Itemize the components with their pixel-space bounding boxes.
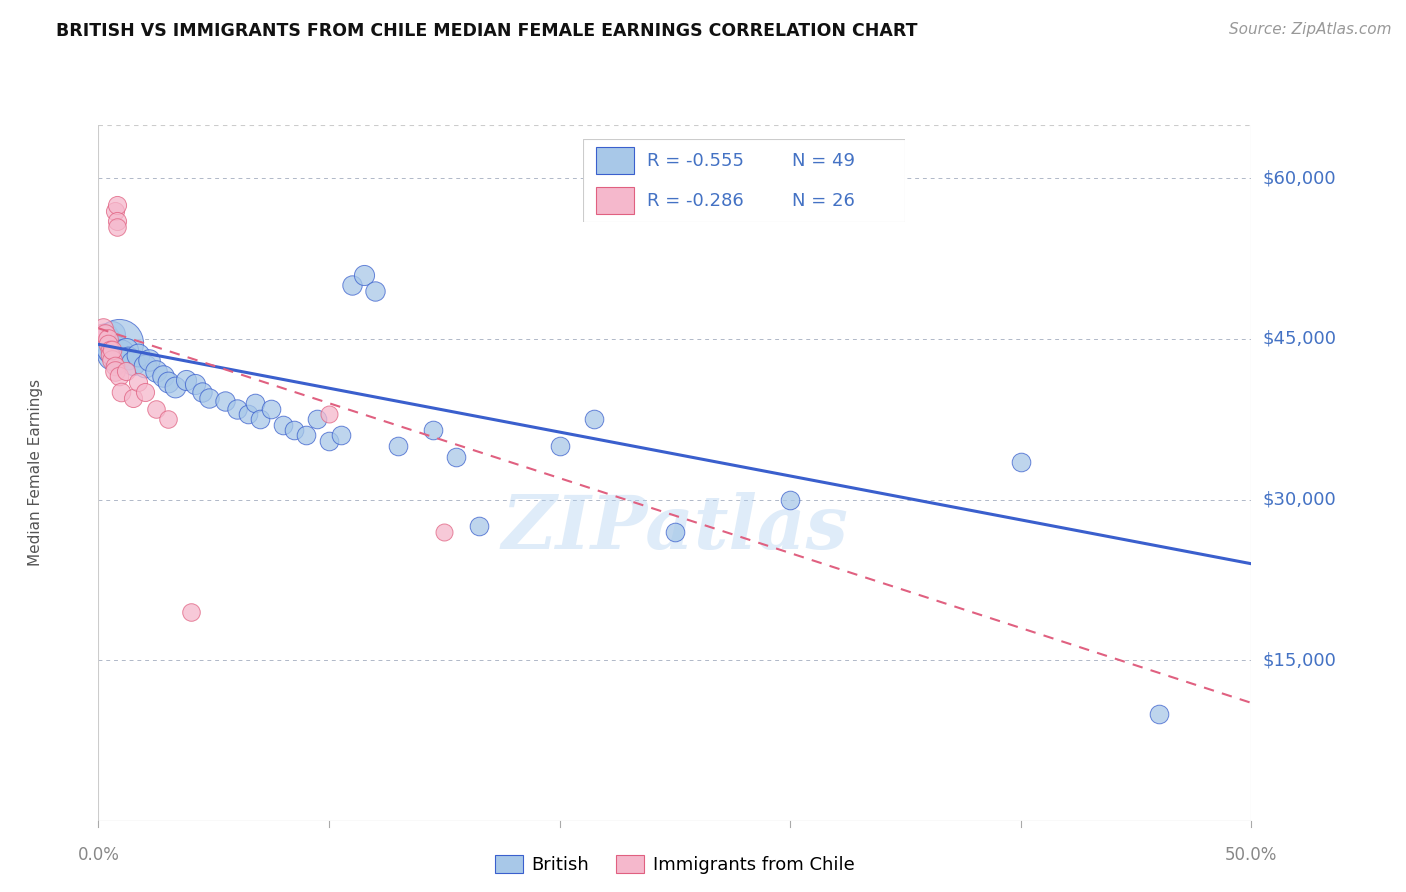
Text: 50.0%: 50.0% (1225, 846, 1278, 863)
Point (548, 439, 571, 453)
Point (260, 401, 283, 416)
Point (664, 524, 686, 539)
Text: R = -0.555: R = -0.555 (647, 152, 744, 169)
Text: BRITISH VS IMMIGRANTS FROM CHILE MEDIAN FEMALE EARNINGS CORRELATION CHART: BRITISH VS IMMIGRANTS FROM CHILE MEDIAN … (56, 22, 918, 40)
Point (101, 326, 124, 341)
Point (97, 337, 120, 351)
Point (225, 401, 247, 416)
Point (145, 401, 167, 416)
Point (134, 385, 156, 400)
Point (283, 423, 305, 437)
Point (583, 412, 606, 426)
Point (103, 364, 125, 378)
Point (387, 439, 409, 453)
Point (110, 385, 132, 400)
Point (191, 385, 214, 400)
Point (295, 428, 318, 442)
Legend: British, Immigrants from Chile: British, Immigrants from Chile (488, 847, 862, 881)
Point (318, 434, 340, 448)
Text: R = -0.286: R = -0.286 (647, 192, 744, 210)
Point (101, 353, 124, 368)
Point (127, 348, 149, 362)
Point (103, 341, 125, 355)
Point (353, 268, 375, 282)
Point (91, 337, 114, 351)
Point (271, 417, 294, 432)
Text: ZIPatlas: ZIPatlas (502, 492, 848, 565)
Point (90, 326, 112, 341)
Point (238, 407, 260, 421)
Point (340, 278, 363, 293)
Point (174, 373, 197, 387)
Point (364, 284, 387, 298)
Point (97, 334, 120, 348)
Point (115, 343, 138, 357)
FancyBboxPatch shape (596, 147, 634, 174)
Point (422, 423, 444, 437)
Point (156, 375, 179, 389)
Point (91, 321, 114, 335)
Text: $30,000: $30,000 (1263, 491, 1336, 508)
Point (163, 380, 186, 394)
Point (101, 343, 124, 357)
Point (103, 359, 125, 373)
Point (108, 369, 131, 384)
Point (98, 343, 121, 357)
Text: $60,000: $60,000 (1263, 169, 1336, 187)
Point (318, 407, 340, 421)
Point (180, 605, 202, 619)
Point (127, 375, 149, 389)
Point (98, 343, 121, 357)
Point (779, 492, 801, 507)
Text: N = 26: N = 26 (793, 192, 855, 210)
Point (101, 348, 124, 362)
Point (329, 428, 352, 442)
Point (115, 364, 138, 378)
Point (97, 332, 120, 346)
Point (138, 353, 160, 368)
Point (184, 376, 207, 391)
Point (94, 330, 117, 344)
Point (117, 351, 139, 366)
Point (105, 214, 128, 228)
Point (249, 412, 271, 426)
Point (1147, 706, 1170, 721)
Point (145, 364, 167, 378)
Point (105, 219, 128, 234)
Point (134, 359, 156, 373)
Text: N = 49: N = 49 (793, 152, 855, 169)
FancyBboxPatch shape (582, 139, 905, 222)
Point (156, 412, 179, 426)
Point (245, 396, 267, 410)
Point (94, 326, 117, 341)
Point (110, 344, 132, 359)
Text: $15,000: $15,000 (1263, 651, 1336, 669)
Point (444, 450, 467, 464)
Point (105, 353, 128, 368)
Point (198, 391, 221, 405)
Text: $45,000: $45,000 (1263, 330, 1337, 348)
Point (152, 369, 174, 384)
Text: Median Female Earnings: Median Female Earnings (28, 379, 42, 566)
Point (1010, 455, 1032, 469)
Point (103, 203, 125, 218)
Point (98, 348, 121, 362)
Point (468, 519, 491, 533)
Text: Source: ZipAtlas.com: Source: ZipAtlas.com (1229, 22, 1392, 37)
FancyBboxPatch shape (596, 187, 634, 214)
Point (307, 412, 329, 426)
Point (108, 336, 131, 351)
Point (433, 524, 456, 539)
Point (122, 391, 145, 405)
Point (214, 394, 236, 409)
Point (105, 198, 128, 212)
Point (122, 355, 145, 369)
Text: 0.0%: 0.0% (77, 846, 120, 863)
